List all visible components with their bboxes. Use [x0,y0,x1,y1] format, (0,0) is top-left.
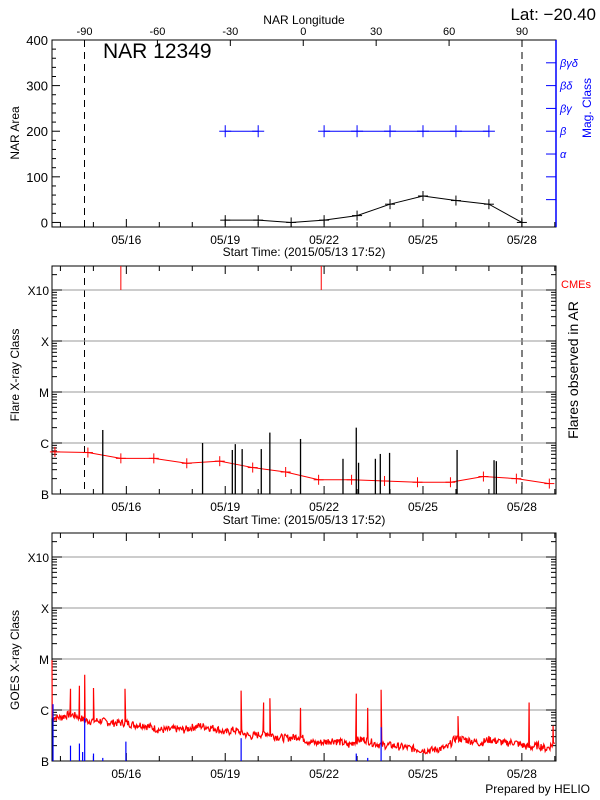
y-tick-label: 0 [41,215,48,230]
y-tick-label: 300 [26,79,48,94]
x-tick-label: 05/25 [408,233,438,247]
longitude-tick-label: 60 [443,26,455,38]
mag-class-tick-label: βγδ [559,58,579,70]
y-tick-label: B [41,488,49,502]
longitude-tick-label: -90 [77,26,93,38]
x-tick-label: 05/16 [111,767,141,781]
panel2-ylabel: Flare X-ray Class [8,329,22,422]
y-tick-label: C [40,704,49,718]
longitude-tick-label: -60 [149,26,165,38]
x-tick-label: 05/19 [210,233,240,247]
y-tick-label: M [39,653,49,667]
lat-label: Lat: −20.40 [510,5,596,24]
y-tick-label: 400 [26,33,48,48]
x-tick-label: 05/16 [111,233,141,247]
y-tick-label: X10 [28,284,50,298]
x-tick-label: 05/22 [309,233,339,247]
longitude-tick-label: 90 [516,26,528,38]
panel1-xlabel: Start Time: (2015/05/13 17:52) [223,245,386,259]
mag-class-tick-label: βγ [559,103,573,115]
x-tick-label: 05/22 [309,767,339,781]
panel3-ylabel: GOES X-ray Class [8,610,22,710]
mag-class-tick-label: β [559,126,567,138]
y-tick-label: X [41,335,49,349]
longitude-tick-label: 0 [300,26,306,38]
panel2-xlabel: Start Time: (2015/05/13 17:52) [223,513,386,527]
longitude-tick-label: 30 [370,26,382,38]
x-tick-label: 05/22 [309,500,339,514]
panel2-frame [51,265,557,495]
x-tick-label: 05/19 [210,500,240,514]
x-tick-label: 05/16 [111,500,141,514]
x-tick-label: 05/25 [408,767,438,781]
credit-label: Prepared by HELIO [485,782,590,796]
x-tick-label: 05/28 [507,767,537,781]
y-tick-label: C [40,437,49,451]
y-tick-label: M [39,386,49,400]
x-tick-label: 05/19 [210,767,240,781]
y-tick-label: X10 [28,551,50,565]
area-line [225,195,523,223]
panel1-y2label: Mag. Class [580,78,594,138]
y-tick-label: B [41,755,49,769]
y-tick-label: 100 [26,170,48,185]
panel2-y2label: Flares observed in AR [565,301,581,439]
y-tick-label: X [41,602,49,616]
cme-label: CMEs [561,279,591,291]
x-tick-label: 05/25 [408,500,438,514]
goes-long-channel-line [51,660,556,755]
x-tick-label: 05/28 [507,500,537,514]
panel1-frame [51,39,557,228]
region-label: NAR 12349 [103,40,212,63]
panel1-ylabel: NAR Area [8,106,22,160]
mag-class-tick-label: βδ [559,81,573,93]
top-axis-label: NAR Longitude [263,13,345,27]
longitude-tick-label: -30 [222,26,238,38]
panel3-frame [51,532,557,762]
flare-background-line [54,451,550,485]
y-tick-label: 200 [26,124,48,139]
mag-class-tick-label: α [560,149,567,161]
x-tick-label: 05/28 [507,233,537,247]
